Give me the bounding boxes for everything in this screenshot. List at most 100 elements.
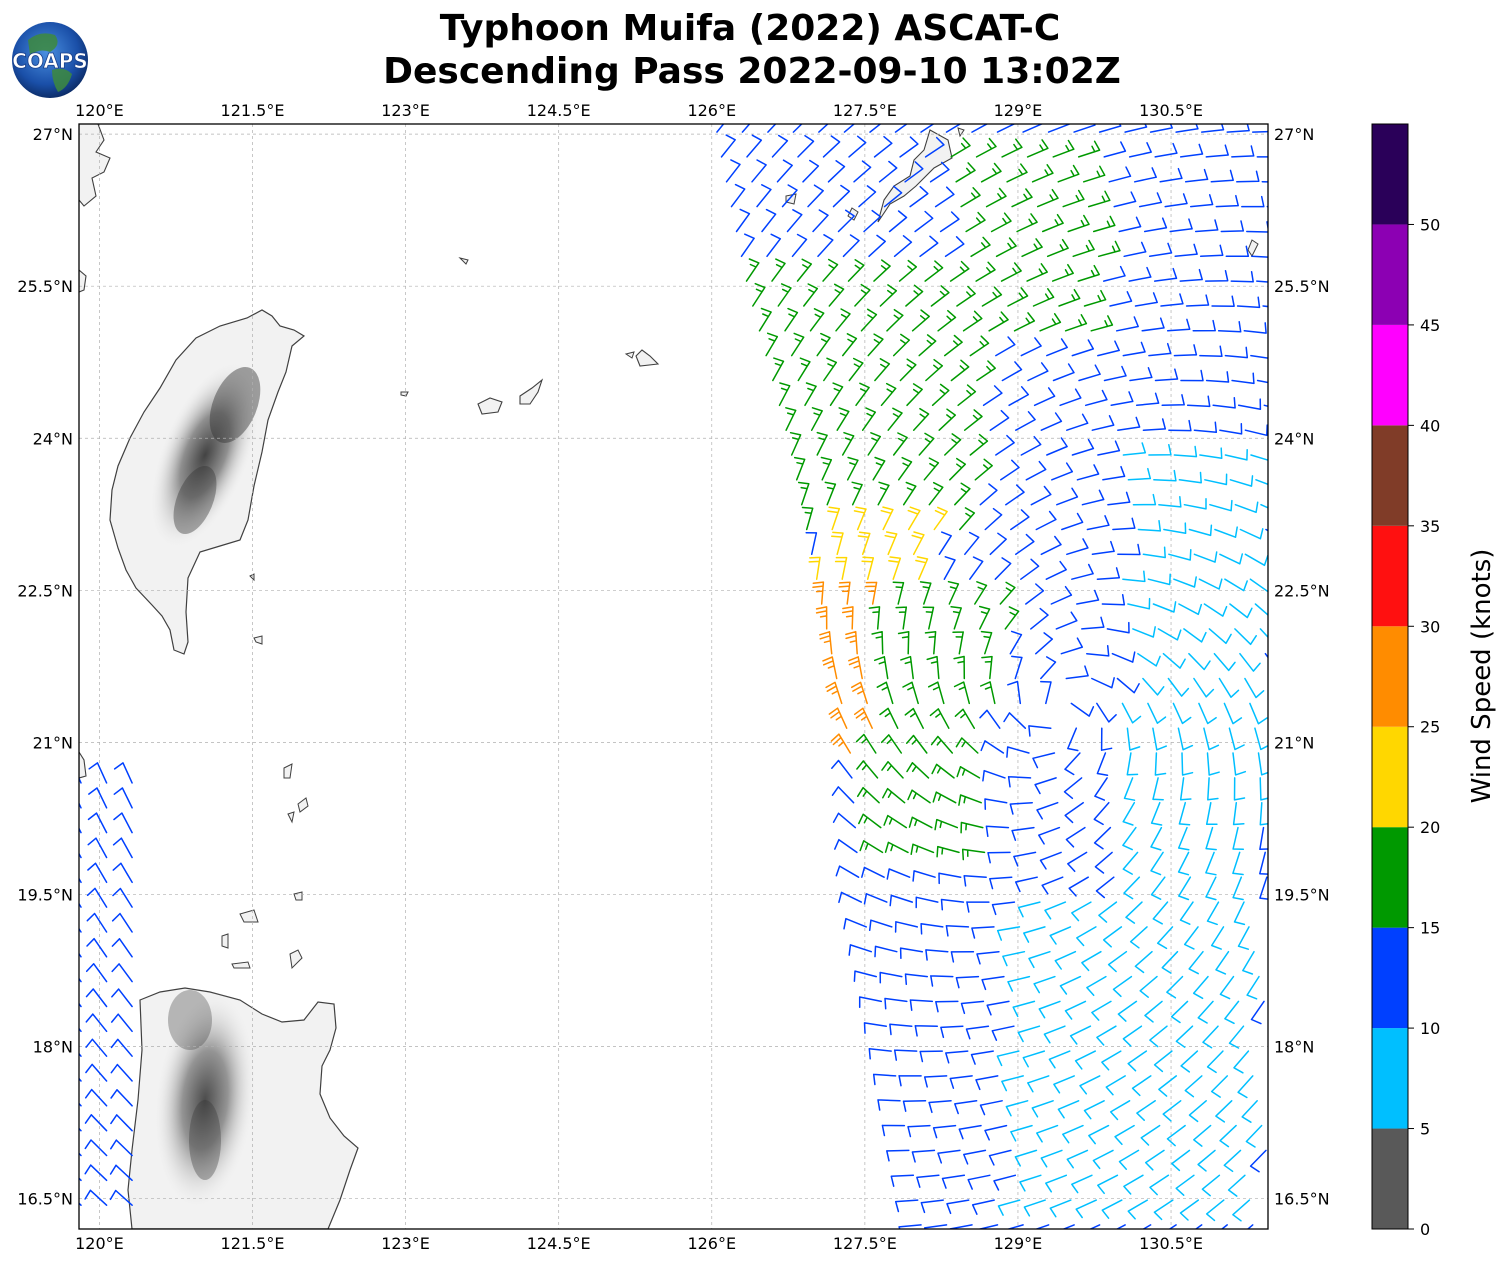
wind-barb bbox=[919, 1050, 943, 1063]
wind-barb bbox=[928, 1100, 952, 1114]
wind-barb bbox=[979, 709, 1001, 729]
wind-barb bbox=[1015, 533, 1035, 556]
wind-barb bbox=[860, 308, 878, 332]
wind-barb bbox=[1081, 616, 1105, 630]
wind-barb bbox=[112, 837, 133, 859]
wind-barb bbox=[1014, 1149, 1038, 1167]
wind-barb bbox=[906, 762, 930, 779]
wind-barb bbox=[1102, 926, 1123, 948]
wind-barb bbox=[977, 1224, 999, 1229]
wind-barb bbox=[1237, 398, 1262, 411]
wind-barb bbox=[923, 1075, 948, 1088]
wind-barb bbox=[735, 208, 751, 233]
wind-barb bbox=[1136, 1100, 1156, 1121]
wind-barb bbox=[1172, 702, 1192, 725]
wind-barb bbox=[886, 868, 911, 880]
wind-barb bbox=[784, 307, 799, 332]
wind-barb bbox=[831, 759, 853, 779]
wind-barb bbox=[1040, 412, 1063, 431]
wind-barb bbox=[817, 234, 834, 258]
wind-barb bbox=[999, 581, 1016, 605]
wind-barb bbox=[1154, 752, 1167, 776]
wind-barb bbox=[881, 1124, 906, 1137]
wind-barb bbox=[950, 359, 970, 382]
wind-barb bbox=[815, 606, 828, 630]
wind-barb bbox=[1150, 801, 1163, 826]
wind-barb bbox=[974, 581, 988, 605]
wind-barb bbox=[997, 1199, 1021, 1216]
wind-barb bbox=[1250, 354, 1268, 359]
wind-barb bbox=[969, 556, 984, 580]
wind-barb bbox=[931, 763, 955, 779]
lat-tick-label-left: 22.5°N bbox=[17, 581, 73, 600]
wind-barb bbox=[1232, 752, 1247, 776]
wind-barb bbox=[1026, 263, 1048, 282]
wind-barb bbox=[1010, 509, 1030, 531]
wind-barb bbox=[950, 605, 962, 630]
wind-barb bbox=[914, 1025, 939, 1037]
wind-barb bbox=[970, 1050, 994, 1065]
wind-barb bbox=[976, 950, 1000, 965]
wind-barb bbox=[1051, 462, 1074, 481]
wind-barb bbox=[920, 922, 944, 935]
wind-barb bbox=[1141, 317, 1165, 332]
wind-barb bbox=[1219, 1124, 1237, 1148]
wind-barb bbox=[1148, 443, 1172, 456]
wind-barb bbox=[822, 258, 839, 282]
wind-barb bbox=[958, 794, 982, 806]
wind-barb bbox=[1178, 876, 1192, 901]
wind-barb bbox=[856, 786, 880, 804]
wind-barb bbox=[1071, 1174, 1093, 1194]
wind-barb bbox=[1152, 601, 1177, 613]
wind-barb bbox=[1184, 1075, 1203, 1098]
wind-barb bbox=[85, 963, 108, 983]
wind-barb bbox=[1265, 528, 1268, 532]
wind-barb bbox=[1127, 1199, 1149, 1220]
lat-tick-label-right: 25.5°N bbox=[1274, 277, 1330, 296]
wind-barb bbox=[835, 308, 851, 332]
wind-barb bbox=[1229, 603, 1253, 619]
wind-barb bbox=[1076, 589, 1100, 605]
wind-barb bbox=[1179, 268, 1203, 282]
wind-barb bbox=[1047, 124, 1070, 133]
wind-barb bbox=[1215, 194, 1239, 208]
wind-barb bbox=[1004, 606, 1020, 630]
wind-barb bbox=[1096, 567, 1121, 580]
wind-barb bbox=[845, 630, 858, 655]
wind-barb bbox=[1185, 294, 1210, 307]
wind-barb bbox=[1242, 950, 1255, 975]
colorbar-tick-label: 50 bbox=[1420, 215, 1440, 234]
wind-barb bbox=[1016, 213, 1038, 233]
wind-barb bbox=[1015, 411, 1036, 431]
wind-barb bbox=[1208, 628, 1232, 645]
wind-barb bbox=[892, 581, 905, 605]
wind-barb bbox=[911, 309, 930, 332]
wind-barb bbox=[895, 606, 908, 630]
wind-barb bbox=[1156, 926, 1174, 950]
wind-barb bbox=[1170, 1000, 1189, 1024]
wind-barb bbox=[1239, 652, 1261, 672]
lon-tick-label-top: 129°E bbox=[994, 101, 1043, 120]
wind-barb bbox=[1203, 727, 1220, 751]
wind-barb bbox=[838, 891, 863, 904]
wind-barb bbox=[1028, 725, 1052, 737]
wind-barb bbox=[1107, 491, 1131, 506]
graticule bbox=[79, 124, 1268, 1229]
wind-barb bbox=[919, 581, 932, 605]
wind-barb bbox=[1184, 168, 1209, 183]
wind-barb bbox=[1038, 1000, 1061, 1019]
wind-barb bbox=[1127, 1050, 1148, 1072]
wind-barb bbox=[1188, 524, 1213, 537]
wind-barb bbox=[822, 656, 838, 680]
wind-barb bbox=[1150, 851, 1164, 876]
wind-barb bbox=[1074, 1050, 1097, 1070]
wind-barb bbox=[1006, 746, 1030, 758]
wind-barb bbox=[827, 160, 846, 183]
wind-barb bbox=[881, 761, 904, 779]
wind-barb bbox=[1097, 240, 1121, 258]
wind-barb bbox=[899, 358, 917, 382]
wind-barb bbox=[1149, 124, 1173, 133]
wind-barb bbox=[777, 283, 792, 307]
wind-barb bbox=[1097, 1174, 1119, 1195]
lon-tick-label-bottom: 126°E bbox=[687, 1234, 736, 1253]
